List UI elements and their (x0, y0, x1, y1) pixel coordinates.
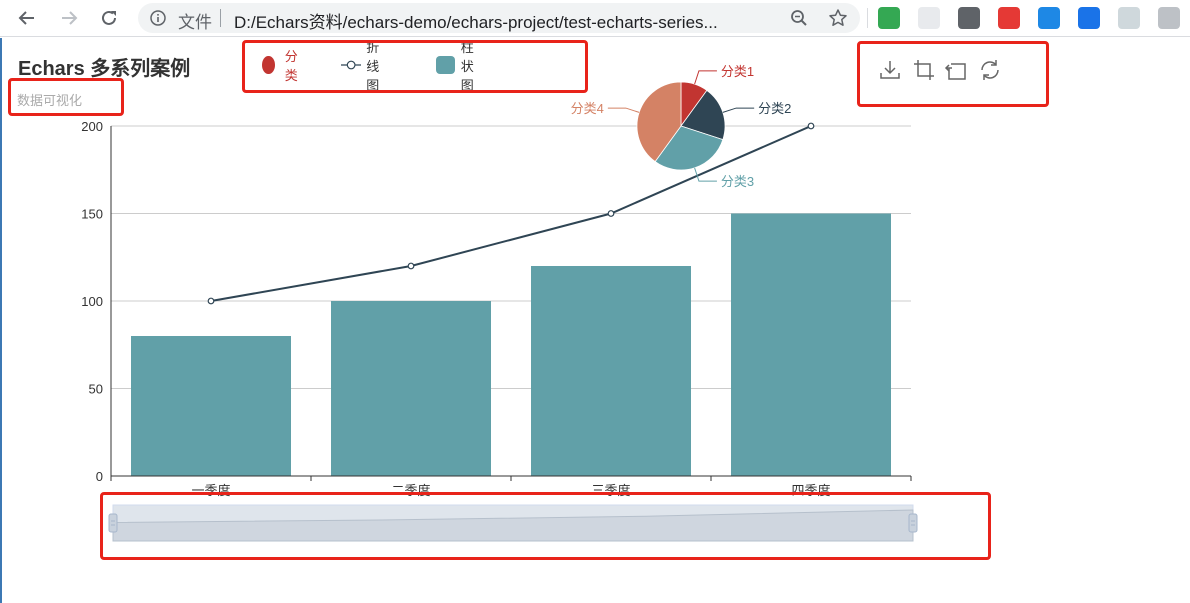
back-button[interactable] (14, 6, 40, 30)
bar (331, 301, 491, 476)
pie-label-line (722, 107, 755, 113)
url-text[interactable]: D:/Echars资料/echars-demo/echars-project/t… (234, 13, 718, 32)
legend-label: 折线图 (366, 39, 380, 93)
reload-icon (102, 10, 116, 25)
data-zoom-handle[interactable] (908, 513, 918, 533)
legend-line-icon (341, 60, 362, 70)
chart-container: Echars 多系列案例 数据可视化 0 50 100 150 200 一季度 二季度 三季度… (0, 38, 1190, 603)
annotation-datazoom-box (100, 492, 991, 560)
window-edge (0, 38, 2, 603)
legend-label: 分类 (284, 49, 298, 83)
y-tick-label: 150 (81, 207, 103, 222)
browser-toolbar: 文件 D:/Echars资料/echars-demo/echars-projec… (0, 0, 1190, 37)
address-divider (220, 9, 221, 27)
y-tick-label: 200 (81, 119, 103, 134)
data-zoom-reset-icon[interactable] (944, 58, 968, 82)
star-icon[interactable] (828, 8, 848, 28)
arrow-left-icon (18, 11, 34, 25)
legend-item-line[interactable]: 折线图 (341, 40, 391, 93)
extension-6-icon[interactable] (1078, 7, 1100, 29)
zoom-icon[interactable] (790, 9, 808, 27)
arrow-right-icon (62, 11, 78, 25)
y-tick-label: 0 (96, 469, 103, 484)
pie-slice (680, 89, 726, 141)
pie-label: 分类3 (721, 174, 754, 189)
extension-7-icon[interactable] (1118, 7, 1140, 29)
y-tick-label: 100 (81, 294, 103, 309)
legend-item-bar[interactable]: 柱状图 (436, 40, 485, 93)
extension-1-icon[interactable] (878, 7, 900, 29)
line-point (607, 210, 615, 217)
pie-label-line (607, 107, 640, 113)
data-zoom-handle[interactable] (108, 513, 118, 533)
forward-button[interactable] (56, 6, 82, 30)
pie-slice (636, 81, 682, 163)
info-icon[interactable] (150, 10, 166, 26)
annotation-toolbox-box (857, 41, 1049, 107)
line-point (807, 122, 815, 130)
chart-title: Echars 多系列案例 (18, 58, 191, 80)
bar (131, 336, 291, 476)
pie-label: 分类2 (758, 101, 791, 116)
pie-label-line (694, 167, 717, 182)
legend-item-pie[interactable]: 分类 (262, 49, 303, 83)
pie-label: 分类4 (571, 101, 604, 116)
line-point (407, 262, 415, 270)
toolbar-divider (867, 8, 868, 28)
line-series (210, 125, 812, 302)
restore-icon[interactable] (978, 58, 1002, 82)
data-zoom-icon[interactable] (912, 58, 936, 82)
annotation-subtitle-box (8, 78, 124, 116)
pie-label-line (694, 70, 717, 85)
bar (531, 266, 691, 476)
bar (731, 213, 891, 476)
line-point (207, 297, 215, 305)
legend-rect-icon (436, 56, 455, 74)
reload-button[interactable] (96, 6, 122, 30)
extension-3-icon[interactable] (958, 7, 980, 29)
annotation-legend-box (242, 40, 588, 93)
save-as-image-icon[interactable] (878, 58, 902, 82)
extension-5-icon[interactable] (1038, 7, 1060, 29)
extension-2-icon[interactable] (918, 7, 940, 29)
legend-label: 柱状图 (460, 39, 474, 93)
extension-4-icon[interactable] (998, 7, 1020, 29)
address-bar[interactable]: 文件 D:/Echars资料/echars-demo/echars-projec… (138, 3, 860, 33)
legend-circle-icon (262, 56, 275, 74)
extension-8-icon[interactable] (1158, 7, 1180, 29)
pie-label: 分类1 (721, 64, 754, 79)
y-tick-label: 50 (89, 382, 103, 397)
chart-subtitle: 数据可视化 (17, 93, 83, 108)
scheme-label: 文件 (178, 13, 212, 32)
